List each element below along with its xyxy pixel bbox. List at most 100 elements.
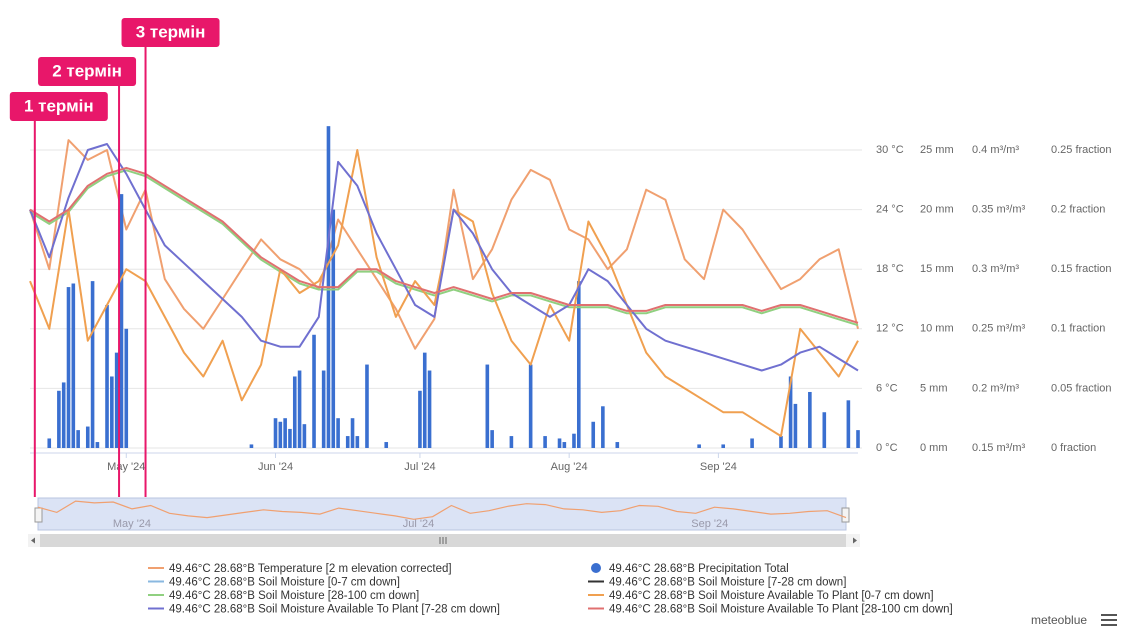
bar	[124, 328, 129, 448]
annotation-box	[38, 57, 137, 86]
bar	[90, 281, 95, 448]
bar	[750, 438, 754, 448]
navigator-line	[37, 500, 847, 520]
bar	[57, 390, 61, 448]
y-tick-label: 0 fraction	[1051, 442, 1096, 454]
y-tick-label: 20 mm	[920, 204, 954, 216]
y-tick-label: 30 °C	[876, 144, 904, 156]
bar	[331, 209, 336, 448]
bar	[71, 283, 76, 448]
annotation-label: 1 термін	[24, 96, 94, 115]
y-tick-label: 0.15 fraction	[1051, 263, 1112, 275]
annotation-label: 2 термін	[52, 61, 122, 80]
bar	[321, 370, 326, 448]
y-tick-label: 0.2 fraction	[1051, 204, 1105, 216]
bar	[297, 370, 302, 448]
legend-label: 49.46°C 28.68°B Soil Moisture [7-28 cm d…	[609, 577, 846, 589]
y-tick-label: 15 mm	[920, 263, 954, 275]
legend-label: 49.46°C 28.68°B Precipitation Total	[609, 563, 789, 575]
bar	[562, 442, 567, 448]
bar	[110, 376, 114, 448]
bar	[278, 421, 283, 448]
bar	[601, 406, 605, 448]
y-tick-label: 5 mm	[920, 382, 948, 394]
series-line	[29, 169, 859, 327]
series-line	[29, 143, 859, 372]
menu-button[interactable]	[1101, 614, 1117, 626]
x-tick-label: Jul '24	[404, 461, 435, 473]
bar	[249, 444, 254, 448]
series-line	[29, 149, 859, 438]
legend-label: 49.46°C 28.68°B Soil Moisture Available …	[609, 604, 953, 616]
y-tick-label: 0.2 m³/m³	[972, 382, 1019, 394]
legend-label: 49.46°C 28.68°B Soil Moisture [28-100 cm…	[169, 590, 419, 602]
y-tick-label: 10 mm	[920, 323, 954, 335]
bar	[615, 442, 620, 448]
y-tick-label: 25 mm	[920, 144, 954, 156]
bar	[355, 436, 360, 448]
bar	[543, 436, 547, 448]
bar	[528, 364, 533, 448]
bar	[427, 370, 432, 448]
legend-label: 49.46°C 28.68°B Temperature [2 m elevati…	[169, 563, 452, 575]
legend-label: 49.46°C 28.68°B Soil Moisture [0-7 cm do…	[169, 577, 400, 589]
legend-label: 49.46°C 28.68°B Soil Moisture Available …	[609, 590, 934, 602]
bar	[846, 400, 851, 448]
bar	[721, 444, 726, 448]
bar	[591, 421, 596, 448]
navigator-label: Jul '24	[403, 518, 434, 530]
y-tick-label: 0.1 fraction	[1051, 323, 1105, 335]
bar	[779, 436, 783, 448]
y-tick-label: 24 °C	[876, 204, 904, 216]
navigator-handle[interactable]	[841, 507, 850, 523]
y-tick-label: 0.25 fraction	[1051, 144, 1112, 156]
bar	[365, 364, 369, 448]
bar	[95, 442, 100, 448]
series-line	[29, 139, 859, 350]
bar	[273, 418, 278, 448]
bar	[292, 376, 297, 448]
bar	[345, 436, 350, 448]
x-tick-label: Sep '24	[700, 461, 737, 473]
y-tick-label: 12 °C	[876, 323, 904, 335]
bar	[856, 430, 860, 448]
y-tick-label: 0 °C	[876, 442, 898, 454]
y-tick-label: 0.25 m³/m³	[972, 323, 1026, 335]
bar	[485, 364, 490, 448]
bar	[822, 412, 827, 448]
bar	[557, 438, 562, 448]
bar	[350, 418, 355, 448]
bar	[283, 418, 287, 448]
bar	[114, 352, 119, 448]
bar	[418, 390, 422, 448]
bar	[302, 424, 307, 448]
annotation-label: 3 термін	[136, 22, 206, 41]
bar	[509, 436, 514, 448]
series-line	[29, 166, 859, 324]
bar	[490, 430, 494, 448]
bar	[384, 442, 389, 448]
bar	[47, 438, 52, 448]
x-tick-label: May '24	[107, 461, 145, 473]
bar	[105, 304, 109, 448]
navigator-label: Sep '24	[691, 518, 728, 530]
scroll-grip	[439, 537, 447, 544]
bar	[312, 334, 316, 448]
bar	[572, 433, 576, 448]
navigator-handle[interactable]	[34, 507, 43, 523]
bar	[85, 426, 90, 448]
bar	[119, 194, 124, 448]
y-tick-label: 18 °C	[876, 263, 904, 275]
bar	[61, 382, 66, 448]
bar	[288, 428, 292, 448]
credit: meteoblue	[1031, 613, 1087, 627]
bar	[576, 281, 581, 448]
bar	[788, 376, 793, 448]
bar	[422, 352, 427, 448]
legend-label: 49.46°C 28.68°B Soil Moisture Available …	[169, 604, 500, 616]
y-tick-label: 0.15 m³/m³	[972, 442, 1026, 454]
y-tick-label: 0 mm	[920, 442, 948, 454]
bar	[697, 444, 701, 448]
bar	[66, 287, 71, 448]
